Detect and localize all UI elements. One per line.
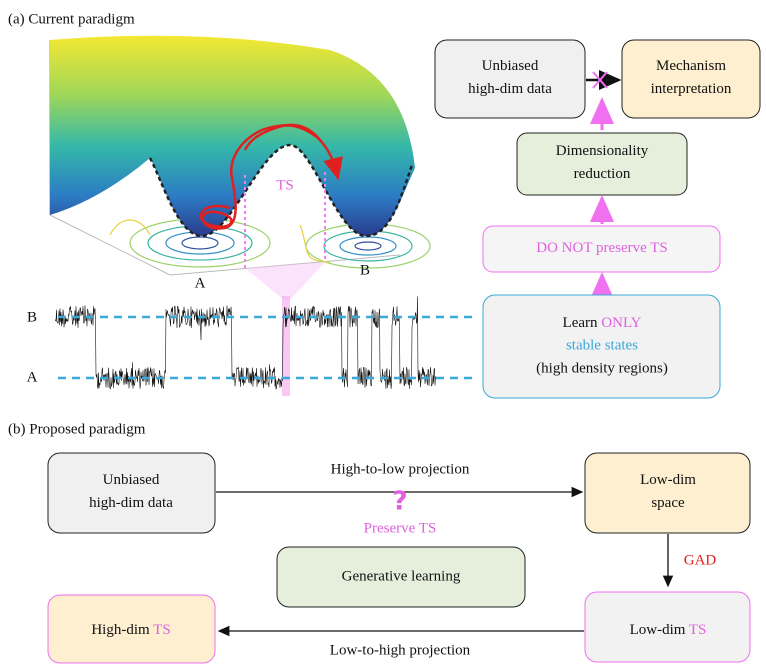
- box-text: High-dim: [91, 622, 150, 638]
- box: Low-dim TS: [585, 592, 750, 662]
- edge-label: Preserve TS: [364, 520, 437, 536]
- box-text: TS: [153, 622, 171, 638]
- panel-label: (a) Current paradigm: [8, 11, 135, 27]
- trajectory-line: [55, 296, 436, 389]
- trajectory-b-label: B: [27, 309, 37, 325]
- svg-text:Unbiased: Unbiased: [482, 58, 539, 74]
- box-text: Unbiased: [482, 58, 539, 74]
- svg-text:Mechanism: Mechanism: [656, 58, 726, 74]
- box-text: ONLY: [601, 315, 641, 331]
- svg-text:High-dim TS: High-dim TS: [91, 622, 170, 638]
- edge-label: GAD: [684, 552, 717, 568]
- box: Learn ONLY stable states (high density r…: [483, 295, 720, 398]
- box-text: stable states: [566, 337, 638, 353]
- box-text: Dimensionality: [556, 143, 649, 159]
- box-text: Mechanism: [656, 58, 726, 74]
- box: Mechanism interpretation: [622, 40, 760, 118]
- box-text: preserve TS: [596, 240, 668, 256]
- svg-text:Low-dim TS: Low-dim TS: [630, 622, 707, 638]
- svg-text:interpretation: interpretation: [651, 81, 732, 97]
- svg-text:high-dim data: high-dim data: [468, 81, 552, 97]
- box-text: Low-dim: [640, 472, 696, 488]
- box: DO NOT preserve TS: [483, 226, 720, 272]
- box-text: high-dim data: [89, 495, 173, 511]
- box-text: high-dim data: [468, 81, 552, 97]
- box: Low-dim space: [585, 453, 750, 533]
- surface-plot: [50, 36, 430, 300]
- edge-label: High-to-low projection: [331, 461, 470, 477]
- box: High-dim TS: [48, 595, 215, 663]
- box-text: DO NOT: [536, 240, 592, 256]
- box-text: Unbiased: [103, 472, 160, 488]
- svg-text:Unbiased: Unbiased: [103, 472, 160, 488]
- svg-text:Learn ONLY: Learn ONLY: [563, 315, 642, 331]
- edge-label: Low-to-high projection: [330, 642, 471, 658]
- panel-label: (b) Proposed paradigm: [8, 421, 146, 437]
- state-a-label: A: [195, 275, 206, 291]
- box-text: interpretation: [651, 81, 732, 97]
- box: Generative learning: [277, 547, 525, 607]
- svg-text:Dimensionality: Dimensionality: [556, 143, 649, 159]
- svg-text:DO NOT preserve TS: DO NOT preserve TS: [536, 240, 668, 256]
- box: Dimensionality reduction: [517, 133, 687, 195]
- box-text: Generative learning: [342, 568, 461, 584]
- ts-label: TS: [276, 177, 294, 193]
- svg-text:high-dim data: high-dim data: [89, 495, 173, 511]
- svg-text:reduction: reduction: [574, 166, 631, 182]
- box-text: Learn: [563, 315, 598, 331]
- svg-text:Low-dim: Low-dim: [640, 472, 696, 488]
- box: Unbiased high-dim data: [435, 40, 585, 118]
- question-mark: ?: [392, 487, 407, 517]
- box-text: (high density regions): [536, 360, 668, 376]
- state-b-label: B: [360, 262, 370, 278]
- svg-text:space: space: [651, 495, 685, 511]
- box-text: space: [651, 495, 685, 511]
- box-text: TS: [689, 622, 707, 638]
- figure: (a) Current paradigm TS A B: [0, 0, 766, 668]
- trajectory-a-label: A: [27, 369, 38, 385]
- trajectory: [55, 296, 476, 396]
- box: Unbiased high-dim data: [48, 453, 215, 533]
- box-text: reduction: [574, 166, 631, 182]
- box-text: Low-dim: [630, 622, 686, 638]
